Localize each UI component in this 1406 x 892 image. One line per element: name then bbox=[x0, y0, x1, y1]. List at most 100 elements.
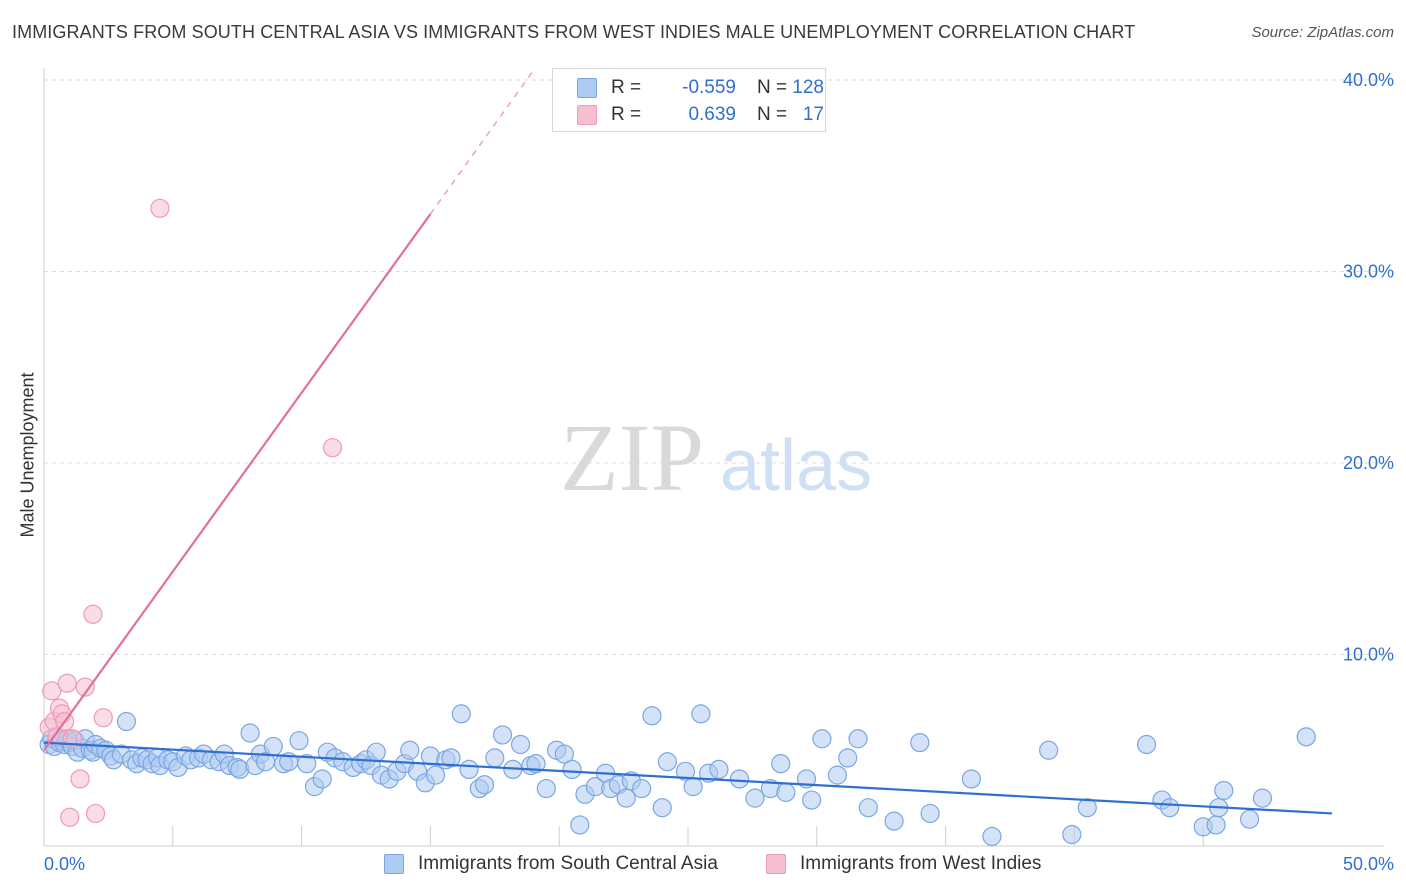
data-point bbox=[632, 778, 652, 799]
data-point bbox=[263, 736, 283, 757]
data-point bbox=[745, 788, 765, 808]
data-point bbox=[1160, 798, 1180, 818]
legend-swatch-pink bbox=[766, 854, 786, 874]
data-point bbox=[510, 734, 531, 755]
data-point bbox=[709, 759, 729, 780]
data-point bbox=[562, 759, 582, 780]
x-tick-label: 0.0% bbox=[44, 854, 85, 874]
data-point bbox=[642, 706, 662, 726]
watermark: ZIP atlas bbox=[560, 404, 872, 511]
data-point bbox=[675, 761, 696, 781]
data-point bbox=[1039, 740, 1059, 760]
data-point bbox=[57, 673, 77, 693]
data-point bbox=[75, 677, 95, 697]
data-point bbox=[492, 725, 513, 745]
legend-r-label: R = bbox=[611, 104, 642, 125]
legend-swatch-blue bbox=[384, 854, 404, 874]
legend-item-label: Immigrants from West Indies bbox=[800, 853, 1042, 874]
trend-lines bbox=[43, 70, 1333, 815]
data-point bbox=[1206, 815, 1226, 835]
data-point bbox=[827, 765, 848, 785]
y-tick-label: 30.0% bbox=[1343, 262, 1394, 282]
data-point bbox=[93, 708, 113, 728]
data-point bbox=[400, 740, 420, 760]
series-legend: Immigrants from South Central Asia Immig… bbox=[0, 852, 1406, 878]
data-point bbox=[297, 754, 317, 774]
legend-r-label: R = bbox=[611, 77, 642, 98]
legend-swatch-pink bbox=[577, 105, 597, 125]
data-point bbox=[459, 759, 479, 780]
data-point bbox=[729, 769, 750, 789]
data-point bbox=[42, 681, 62, 701]
data-point bbox=[70, 769, 90, 789]
data-point bbox=[812, 729, 832, 749]
data-point bbox=[116, 711, 137, 732]
source-credit: Source: ZipAtlas.com bbox=[1251, 24, 1394, 41]
legend-item-label: Immigrants from South Central Asia bbox=[418, 853, 718, 874]
legend-n-label: N = bbox=[757, 77, 788, 98]
data-point bbox=[60, 807, 80, 827]
data-point bbox=[652, 798, 672, 818]
data-point bbox=[1136, 734, 1157, 755]
data-point bbox=[85, 803, 106, 824]
gridlines bbox=[44, 79, 1384, 655]
data-point bbox=[1214, 780, 1234, 801]
data-point bbox=[312, 769, 332, 789]
data-point bbox=[425, 765, 446, 785]
y-tick-label: 10.0% bbox=[1343, 645, 1394, 665]
data-point bbox=[322, 438, 343, 458]
series-south-central-asia bbox=[39, 704, 1316, 847]
trend-line-west-indies-extension bbox=[429, 70, 535, 215]
data-point bbox=[771, 754, 791, 774]
y-tick-label: 20.0% bbox=[1343, 453, 1394, 473]
data-point bbox=[776, 782, 796, 802]
data-point bbox=[150, 198, 170, 218]
legend-n-label: N = bbox=[757, 104, 788, 125]
legend-swatch-blue bbox=[577, 78, 597, 98]
data-point bbox=[1239, 809, 1260, 829]
data-point bbox=[554, 744, 574, 764]
chart-title: IMMIGRANTS FROM SOUTH CENTRAL ASIA VS IM… bbox=[12, 22, 1136, 42]
data-point bbox=[657, 752, 677, 772]
trend-line-west-indies bbox=[43, 213, 432, 751]
data-point bbox=[910, 732, 930, 753]
legend-n-value: 128 bbox=[792, 77, 824, 98]
data-point bbox=[441, 748, 461, 768]
watermark-atlas: atlas bbox=[720, 426, 872, 506]
data-point bbox=[961, 769, 981, 789]
data-point bbox=[1077, 798, 1097, 818]
trend-line-south-central-asia bbox=[43, 741, 1333, 815]
data-point bbox=[691, 704, 711, 724]
data-point bbox=[1062, 824, 1082, 845]
data-point bbox=[1252, 788, 1273, 808]
data-point bbox=[858, 798, 878, 818]
tick-labels: 10.0% 20.0% 30.0% 40.0% 0.0% 50.0% bbox=[44, 70, 1394, 874]
data-point bbox=[240, 723, 260, 743]
data-point bbox=[920, 803, 940, 824]
legend-r-value: -0.559 bbox=[682, 77, 736, 98]
y-tick-label: 40.0% bbox=[1343, 70, 1394, 90]
correlation-legend: R = -0.559 N = 128 R = 0.639 N = 17 bbox=[552, 68, 826, 132]
data-point bbox=[526, 754, 546, 774]
data-point bbox=[838, 748, 858, 768]
data-point bbox=[884, 811, 904, 831]
data-point bbox=[982, 826, 1002, 847]
data-point bbox=[536, 778, 556, 799]
data-point bbox=[366, 742, 386, 762]
data-point bbox=[848, 729, 868, 749]
legend-r-value: 0.639 bbox=[688, 104, 736, 125]
watermark-zip: ZIP bbox=[560, 404, 704, 511]
legend-n-value: 17 bbox=[802, 104, 824, 125]
data-point bbox=[83, 604, 103, 624]
data-point bbox=[570, 815, 590, 835]
data-point bbox=[451, 704, 471, 724]
data-point bbox=[683, 777, 703, 797]
data-point bbox=[289, 731, 309, 751]
data-point bbox=[1296, 727, 1316, 747]
data-point bbox=[616, 788, 636, 808]
data-point bbox=[474, 775, 495, 795]
data-point bbox=[802, 790, 822, 810]
data-point bbox=[485, 748, 505, 768]
x-tick-label: 50.0% bbox=[1343, 854, 1394, 874]
